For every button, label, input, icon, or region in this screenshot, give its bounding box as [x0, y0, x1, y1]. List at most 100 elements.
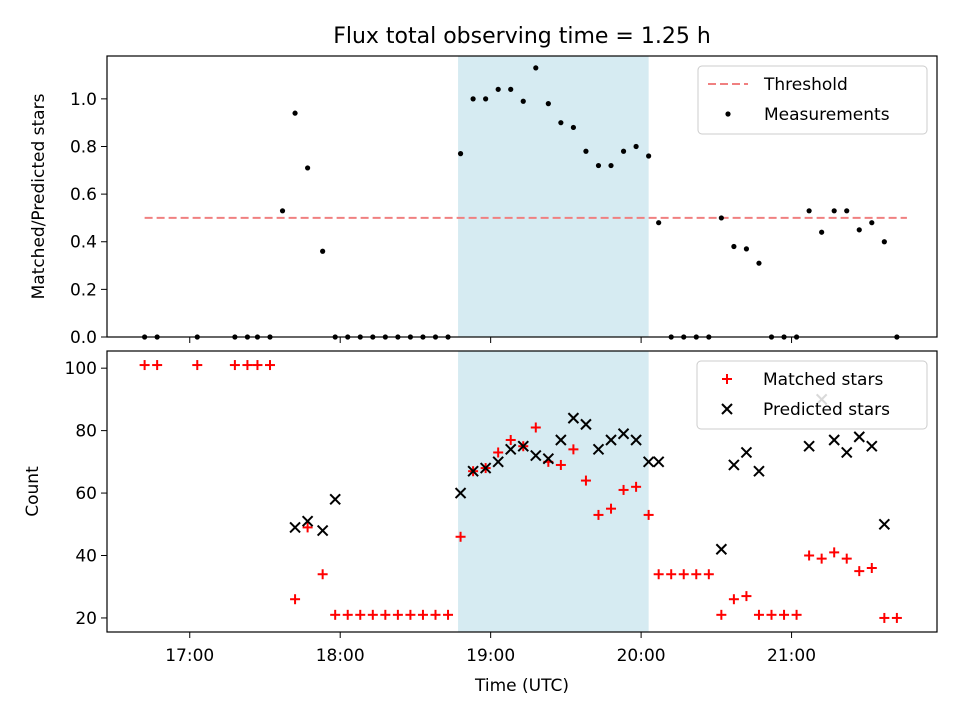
matched-point: [816, 553, 827, 564]
matched-point: [631, 481, 642, 492]
measurement-point: [320, 248, 326, 254]
matched-point: [192, 360, 203, 371]
y-tick-label: 60: [75, 484, 97, 504]
legend-measurement-marker: [725, 111, 731, 117]
matched-point: [229, 360, 240, 371]
measurement-point: [533, 65, 539, 71]
predicted-point: [740, 446, 753, 459]
y-tick-label: 0.0: [70, 328, 97, 348]
predicted-point: [715, 543, 728, 555]
predicted-point: [853, 431, 865, 443]
predicted-point: [316, 524, 329, 537]
y-tick-label: 100: [65, 359, 97, 379]
measurement-point: [881, 239, 887, 245]
x-tick-label: 17:00: [165, 646, 214, 666]
predicted-point: [542, 453, 555, 465]
predicted-point: [866, 440, 878, 452]
predicted-point: [803, 440, 815, 452]
measurement-point: [869, 220, 875, 226]
ratio-panel: 0.0 0.2 0.4 0.6 0.8 1.0 Matched/Predicted sta…: [29, 55, 938, 348]
predicted-point: [301, 515, 314, 527]
measurement-point: [520, 98, 526, 104]
predicted-point: [567, 412, 580, 424]
measurement-point: [608, 162, 614, 169]
matched-point: [252, 360, 263, 371]
predicted-point: [530, 449, 542, 462]
matched-point: [139, 360, 150, 371]
measurement-point: [508, 86, 514, 92]
measurement-point: [620, 148, 627, 154]
measurement-point: [495, 86, 501, 92]
matched-point: [242, 360, 253, 371]
legend-predicted-label: Predicted stars: [763, 400, 890, 420]
y-tick-label: 80: [75, 422, 97, 442]
measurement-point: [595, 162, 602, 169]
y-tick-label: 0.4: [70, 233, 97, 253]
matched-point: [290, 594, 301, 605]
matched-point: [152, 360, 163, 371]
matched-point: [380, 609, 391, 620]
x-tick-label: 21:00: [767, 646, 816, 666]
measurement-point: [743, 246, 750, 252]
observing-window-band: [458, 56, 649, 337]
matched-point: [430, 609, 441, 620]
matched-point: [302, 522, 313, 533]
measurement-point: [545, 101, 551, 107]
predicted-point: [517, 440, 529, 452]
matched-point: [891, 612, 902, 623]
measurement-point: [844, 208, 850, 214]
matched-point: [854, 566, 865, 577]
matched-point: [643, 509, 654, 520]
predicted-point: [605, 434, 617, 446]
matched-point: [355, 609, 366, 620]
matched-point: [443, 609, 454, 620]
measurement-point: [819, 229, 825, 235]
measurement-point: [646, 153, 652, 159]
observing-window-band: [458, 351, 649, 632]
matched-point: [505, 434, 516, 445]
matched-point: [791, 609, 802, 620]
predicted-point: [467, 465, 479, 477]
measurement-point: [718, 215, 724, 221]
predicted-point: [828, 434, 840, 446]
count-axes-frame: [106, 350, 938, 633]
matched-point: [691, 569, 702, 580]
measurement-point: [583, 148, 589, 154]
y-tick-label: 0.6: [70, 185, 97, 205]
ratio-axes-frame: [106, 55, 938, 338]
measurement-point: [570, 124, 577, 131]
predicted-point: [454, 487, 467, 499]
y-tick-label: 0.2: [70, 280, 97, 300]
legend-matched-marker: [722, 374, 732, 384]
matched-point: [841, 553, 852, 564]
matched-point: [703, 569, 714, 580]
y-tick-label: 1.0: [70, 90, 97, 110]
matched-point: [653, 569, 664, 580]
matched-point: [606, 503, 617, 514]
legend-threshold-label: Threshold: [763, 75, 848, 95]
matched-point: [264, 360, 275, 371]
measurement-point: [470, 96, 476, 102]
predicted-point: [329, 493, 341, 506]
matched-point: [593, 509, 604, 520]
chart-title: Flux total observing time = 1.25 h: [333, 24, 711, 49]
predicted-point: [753, 465, 765, 477]
matched-point: [866, 562, 877, 573]
predicted-point: [878, 518, 891, 530]
matched-point: [804, 550, 815, 561]
measurement-point: [558, 120, 564, 126]
measurement-point: [856, 227, 862, 233]
x-tick-label: 19:00: [466, 646, 515, 666]
predicted-point: [642, 456, 655, 468]
legend-predicted-marker: [721, 403, 733, 415]
matched-point: [455, 531, 466, 542]
measurement-point: [633, 143, 639, 150]
matched-point: [716, 609, 727, 620]
legend-cross: [721, 403, 733, 415]
matched-point: [728, 594, 739, 605]
matched-point: [766, 609, 777, 620]
y-tick-label: 0.8: [70, 137, 97, 157]
count-panel: 17:00 18:00 19:00 20:00 21:00 20 40 60 80 100 Cou…: [23, 350, 938, 696]
matched-point: [367, 609, 378, 620]
